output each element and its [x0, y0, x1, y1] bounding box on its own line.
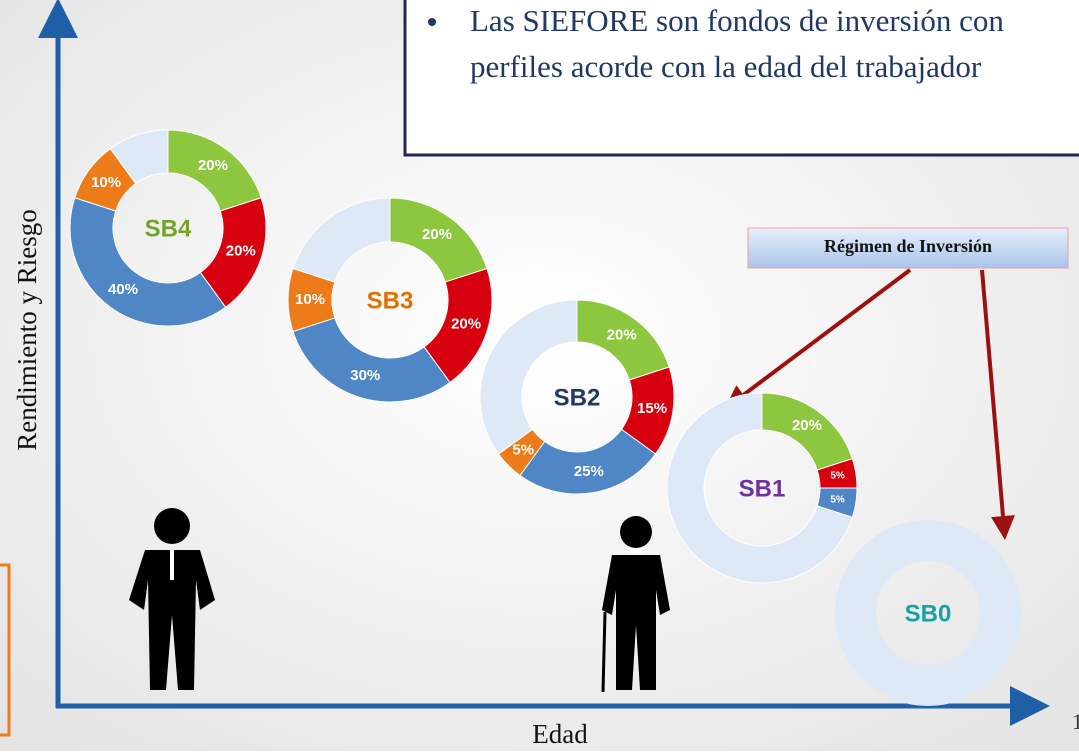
page: Rendimiento y Riesgo Edad 1 Las SIEFORE … — [0, 0, 1079, 751]
x-axis-label: Edad — [532, 719, 588, 749]
value-label: 30% — [350, 367, 380, 384]
page-number: 1 — [1072, 709, 1079, 734]
bullet-text: Las SIEFORE son fondos de inversión con … — [470, 0, 1070, 90]
value-label: 15% — [637, 400, 667, 417]
donut-title: SB1 — [739, 475, 786, 502]
donut-title: SB4 — [145, 215, 192, 242]
callout-text: Régimen de Inversión — [824, 236, 992, 256]
value-label: 20% — [792, 417, 822, 434]
slide: Rendimiento y Riesgo Edad 1 Las SIEFORE … — [0, 0, 1079, 751]
value-label: 20% — [226, 243, 256, 260]
value-label: 20% — [198, 157, 228, 174]
donut-title: SB0 — [905, 600, 952, 627]
value-label: 20% — [451, 316, 481, 333]
y-axis-label: Rendimiento y Riesgo — [12, 209, 42, 450]
donut-title: SB3 — [367, 287, 414, 314]
value-label: 5% — [830, 495, 845, 506]
bullet-dot — [428, 18, 436, 26]
bullet-holder: Las SIEFORE son fondos de inversión con … — [470, 0, 1070, 148]
value-label: 10% — [91, 174, 121, 191]
value-label: 20% — [607, 326, 637, 343]
value-label: 5% — [512, 442, 534, 459]
value-label: 10% — [295, 291, 325, 308]
value-label: 40% — [108, 281, 138, 298]
value-label: 5% — [830, 471, 845, 482]
donut-title: SB2 — [554, 384, 601, 411]
value-label: 20% — [422, 226, 452, 243]
value-label: 25% — [574, 463, 604, 480]
